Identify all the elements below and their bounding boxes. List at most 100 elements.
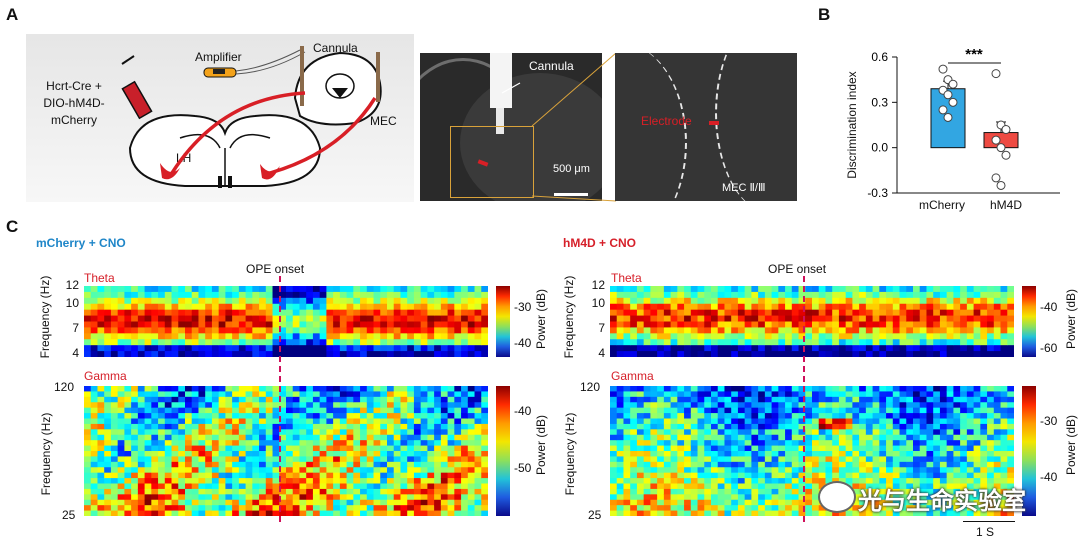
spectrogram-cell: [218, 510, 226, 517]
spectrogram-cell: [704, 327, 712, 334]
spectrogram-cell: [211, 418, 220, 425]
spectrogram-cell: [151, 499, 159, 506]
spectrogram-cell: [124, 339, 132, 346]
spectrogram-cell: [185, 472, 193, 479]
spectrogram-cell: [697, 467, 705, 474]
spectrogram-cell: [825, 391, 833, 398]
spectrogram-cell: [339, 402, 348, 409]
spectrogram-cell: [785, 402, 793, 409]
spectrogram-cell: [158, 499, 166, 506]
spectrogram-cell: [198, 499, 206, 506]
ope-onset-line-left: [279, 276, 281, 522]
spectrogram-cell: [292, 303, 301, 311]
spectrogram-cell: [211, 434, 220, 441]
spectrogram-cell: [238, 505, 247, 512]
spectrogram-cell: [690, 407, 699, 414]
spectrogram-cell: [360, 321, 368, 329]
spectrogram-cell: [279, 303, 287, 311]
spectrogram-cell: [677, 488, 685, 495]
spectrogram-cell: [360, 333, 368, 340]
spectrogram-cell: [630, 351, 638, 358]
spectrogram-cell: [987, 339, 995, 346]
spectrogram-cell: [373, 321, 381, 329]
spectrogram-cell: [440, 391, 449, 398]
spectrogram-cell: [926, 391, 934, 398]
spectrogram-cell: [225, 345, 233, 352]
spectrogram-cell: [292, 402, 301, 409]
spectrogram-cell: [616, 309, 625, 317]
spectrogram-cell: [818, 440, 827, 447]
spectrogram-cell: [333, 407, 341, 414]
spectrogram-cell: [286, 291, 294, 299]
spectrogram-cell: [966, 396, 975, 403]
spectrogram-cell: [171, 315, 179, 323]
spectrogram-cell: [704, 386, 712, 393]
spectrogram-cell: [333, 418, 341, 425]
spectrogram-cell: [151, 345, 159, 352]
spectrogram-cell: [481, 321, 489, 329]
spectrogram-cell: [272, 351, 280, 358]
spectrogram-cell: [973, 413, 981, 420]
spectrogram-cell: [926, 315, 934, 323]
spectrogram-cell: [306, 309, 314, 317]
spectrogram-cell: [865, 286, 874, 293]
spectrogram-cell: [798, 315, 806, 323]
spectrogram-cell: [872, 510, 880, 517]
spectrogram-cell: [892, 429, 901, 436]
spectrogram-cell: [360, 407, 368, 414]
spectrogram-cell: [711, 345, 719, 352]
spectrogram-cell: [636, 345, 645, 352]
spectrogram-cell: [677, 391, 685, 398]
spectrogram-cell: [481, 483, 489, 490]
spectrogram-cell: [178, 445, 186, 452]
spectrogram-cell: [90, 327, 99, 334]
spectrogram-cell: [650, 333, 658, 340]
spectrogram-cell: [717, 440, 726, 447]
spectrogram-cell: [764, 510, 773, 517]
spectrogram-cell: [245, 391, 253, 398]
spectrogram-cell: [124, 315, 132, 323]
spectrogram-cell: [731, 434, 739, 441]
spectrogram-cell: [420, 478, 428, 485]
spectrogram-cell: [744, 456, 752, 463]
spectrogram-cell: [333, 351, 341, 358]
spectrogram-cell: [440, 467, 449, 474]
spectrogram-cell: [724, 488, 732, 495]
spectrogram-cell: [926, 291, 934, 299]
spectrogram-cell: [717, 494, 726, 501]
spectrogram-cell: [711, 309, 719, 317]
spectrogram-cell: [353, 303, 361, 311]
spectrogram-cell: [346, 333, 354, 340]
spectrogram-cell: [346, 321, 354, 329]
spectrogram-cell: [474, 407, 482, 414]
spectrogram-cell: [616, 434, 625, 441]
spectrogram-cell: [798, 327, 806, 334]
spectrogram-cell: [737, 321, 746, 329]
spectrogram-cell: [892, 488, 901, 495]
spectrogram-cell: [805, 451, 813, 458]
spectrogram-cell: [346, 434, 354, 441]
spectrogram-cell: [144, 345, 152, 352]
spectrogram-cell: [346, 418, 354, 425]
spectrogram-cell: [663, 339, 672, 346]
spectrogram-cell: [933, 303, 941, 311]
spectrogram-cell: [333, 499, 341, 506]
spectrogram-cell: [232, 445, 240, 452]
spectrogram-cell: [879, 451, 887, 458]
spectrogram-cell: [663, 488, 672, 495]
spectrogram-cell: [636, 303, 645, 311]
spectrogram-cell: [360, 510, 368, 517]
spectrogram-cell: [993, 315, 1002, 323]
spectrogram-cell: [467, 494, 476, 501]
spectrogram-cell: [946, 418, 954, 425]
spectrogram-cell: [151, 456, 159, 463]
spectrogram-cell: [859, 345, 867, 352]
spectrogram-cell: [185, 456, 193, 463]
spectrogram-cell: [643, 488, 651, 495]
spectrogram-cell: [987, 315, 995, 323]
spectrogram-cell: [380, 472, 388, 479]
spectrogram-cell: [724, 333, 732, 340]
spectrogram-cell: [610, 386, 618, 393]
spectrogram-cell: [993, 297, 1002, 305]
spectrogram-cell: [899, 339, 907, 346]
